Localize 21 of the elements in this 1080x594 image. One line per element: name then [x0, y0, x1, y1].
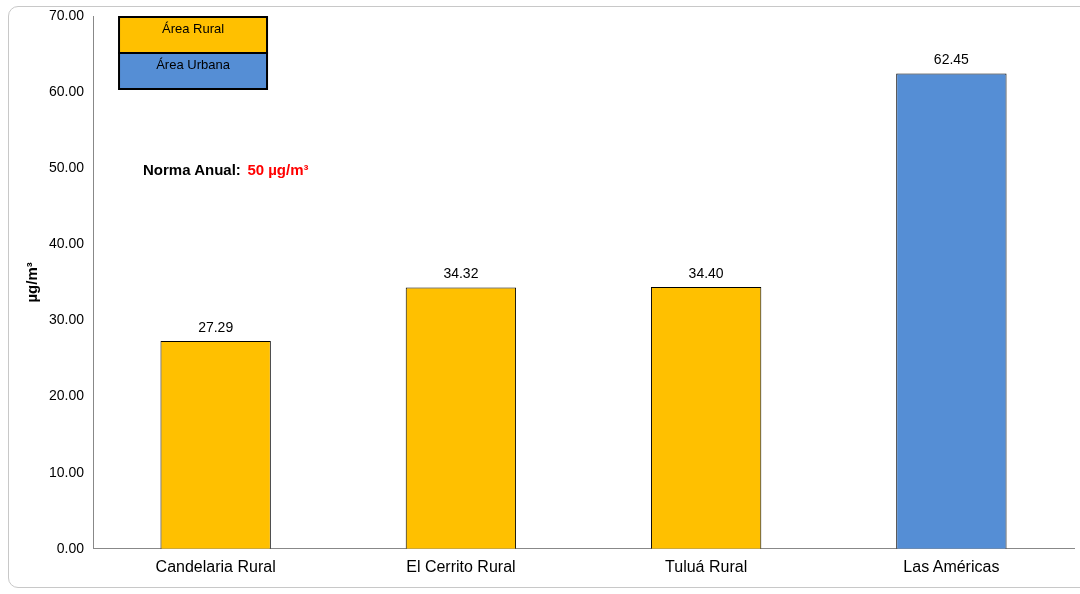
y-tick-label: 70.00 — [48, 6, 85, 23]
y-axis-title: µg/m³ — [23, 262, 41, 303]
text: Área Rural — [161, 20, 225, 36]
data-label: 62.45 — [933, 51, 970, 68]
y-tick-label: 40.00 — [48, 235, 85, 252]
data-label: 27.29 — [198, 318, 234, 335]
x-tick-label: Las Américas — [903, 557, 1000, 575]
text: Área Urbana — [156, 56, 231, 72]
y-tick-label: 30.00 — [48, 311, 85, 328]
x-tick-label: El Cerrito Rural — [406, 557, 516, 575]
x-tick-label: Candelaria Rural — [155, 557, 276, 575]
annotation: Norma Anual: — [143, 161, 241, 179]
y-tick-label: 20.00 — [48, 387, 85, 404]
data-label: 34.40 — [688, 264, 724, 281]
y-tick-label: 10.00 — [48, 463, 85, 480]
y-tick-label: 0.00 — [56, 539, 85, 556]
x-tick-label: Tuluá Rural — [665, 557, 748, 575]
annotation: 50 µg/m³ — [247, 161, 309, 179]
y-tick-label: 60.00 — [48, 82, 85, 99]
y-tick-label: 50.00 — [48, 159, 85, 176]
data-label: 34.32 — [443, 265, 479, 282]
